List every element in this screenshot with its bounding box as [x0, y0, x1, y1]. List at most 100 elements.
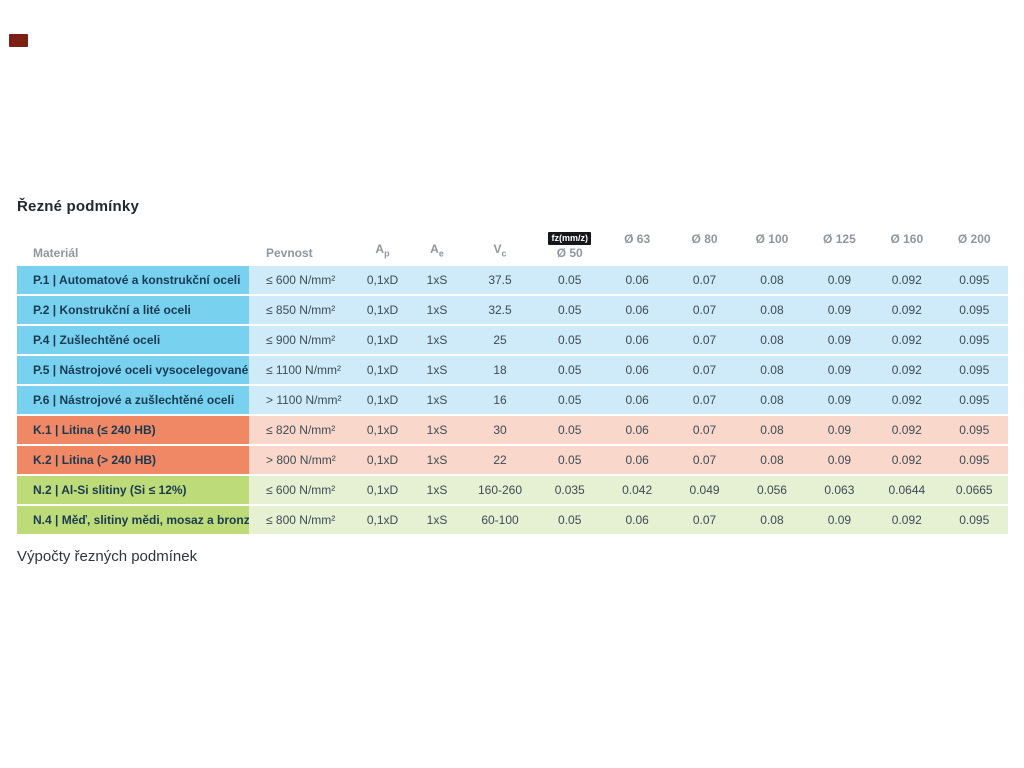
fz-value-cell: 0.06 [625, 333, 649, 347]
fz-value-cell: 0.06 [625, 303, 649, 317]
fz-value-cell: 0.095 [959, 513, 990, 527]
ae-cell: 1xS [426, 453, 448, 467]
table-row: K.1 | Litina (≤ 240 HB) ≤ 820 N/mm² 0,1x… [17, 416, 1008, 444]
fz-value-cell: 0.09 [827, 333, 852, 347]
col-header-d50: fz(mm/z) Ø 50 [536, 232, 603, 260]
ap-cell: 0,1xD [366, 363, 399, 377]
fz-value-cell: 0.06 [625, 453, 649, 467]
fz-value-cell: 0.092 [891, 303, 922, 317]
fz-value-cell: 0.095 [959, 423, 990, 437]
pevnost-cell: ≤ 900 N/mm² [266, 333, 336, 347]
vc-cell: 16 [493, 393, 507, 407]
fz-cells: 0.05 0.06 0.07 0.08 0.09 0.092 0.095 [536, 266, 1008, 294]
vc-cell: 60-100 [481, 513, 519, 527]
fz-value-cell: 0.092 [891, 363, 922, 377]
fz-value-cell: 0.095 [959, 303, 990, 317]
fz-value-cell: 0.09 [827, 453, 852, 467]
material-cell: P.1 | Automatové a konstrukční oceli [17, 266, 249, 294]
fz-value-cell: 0.07 [692, 363, 717, 377]
ap-cell: 0,1xD [366, 333, 399, 347]
table-body: P.1 | Automatové a konstrukční oceli ≤ 6… [17, 266, 1008, 534]
ae-cell: 1xS [426, 333, 448, 347]
ae-cell: 1xS [426, 273, 448, 287]
ae-cell: 1xS [426, 363, 448, 377]
table-row: P.2 | Konstrukční a lité oceli ≤ 850 N/m… [17, 296, 1008, 324]
fz-value-cell: 0.08 [760, 393, 784, 407]
vc-cell: 160-260 [477, 483, 523, 497]
d50-label: Ø 50 [556, 246, 583, 260]
fz-value-cell: 0.05 [558, 333, 582, 347]
table-row: P.1 | Automatové a konstrukční oceli ≤ 6… [17, 266, 1008, 294]
page: Řezné podmínky Materiál Pevnost Ap Ae Vc… [17, 198, 1008, 565]
fz-value-cell: 0.08 [760, 423, 784, 437]
col-header-d63: Ø 63 [624, 232, 651, 246]
fz-cells: 0.05 0.06 0.07 0.08 0.09 0.092 0.095 [536, 506, 1008, 534]
fz-cells: 0.05 0.06 0.07 0.08 0.09 0.092 0.095 [536, 356, 1008, 384]
material-cell: P.4 | Zušlechtěné oceli [17, 326, 249, 354]
col-header-pevnost: Pevnost [266, 246, 313, 260]
fz-value-cell: 0.07 [692, 453, 717, 467]
pevnost-cell: ≤ 820 N/mm² [266, 423, 336, 437]
fz-value-cell: 0.095 [959, 333, 990, 347]
ap-cell: 0,1xD [366, 303, 399, 317]
fz-cells: 0.05 0.06 0.07 0.08 0.09 0.092 0.095 [536, 386, 1008, 414]
table-row: N.2 | Al-Si slitiny (Si ≤ 12%) ≤ 600 N/m… [17, 476, 1008, 504]
fz-value-cell: 0.07 [692, 273, 717, 287]
fz-value-cell: 0.05 [558, 273, 582, 287]
material-cell: P.5 | Nástrojové oceli vysocelegované [17, 356, 249, 384]
ae-cell: 1xS [426, 303, 448, 317]
vc-label: V [493, 241, 502, 256]
fz-value-cell: 0.09 [827, 273, 852, 287]
table-row: N.4 | Měď, slitiny mědi, mosaz a bronz ≤… [17, 506, 1008, 534]
fz-value-cell: 0.095 [959, 273, 990, 287]
fz-value-cell: 0.09 [827, 393, 852, 407]
ap-cell: 0,1xD [366, 273, 399, 287]
fz-value-cell: 0.07 [692, 513, 717, 527]
material-cell: P.6 | Nástrojové a zušlechtěné oceli [17, 386, 249, 414]
calculations-heading: Výpočty řezných podmínek [17, 548, 198, 565]
ap-cell: 0,1xD [366, 453, 399, 467]
fz-value-cell: 0.07 [692, 393, 717, 407]
fz-cells: 0.05 0.06 0.07 0.08 0.09 0.092 0.095 [536, 446, 1008, 474]
ae-cell: 1xS [426, 393, 448, 407]
fz-value-cell: 0.092 [891, 423, 922, 437]
fz-value-cell: 0.08 [760, 303, 784, 317]
ap-label: A [375, 241, 385, 256]
table-row: P.5 | Nástrojové oceli vysocelegované ≤ … [17, 356, 1008, 384]
ae-cell: 1xS [426, 483, 448, 497]
material-cell: K.2 | Litina (> 240 HB) [17, 446, 249, 474]
col-header-d125: Ø 125 [823, 232, 856, 246]
fz-value-cell: 0.07 [692, 423, 717, 437]
fz-value-cell: 0.0644 [888, 483, 926, 497]
fz-value-cell: 0.05 [558, 393, 582, 407]
fz-value-cell: 0.08 [760, 333, 784, 347]
fz-value-cell: 0.05 [558, 453, 582, 467]
table-row: P.4 | Zušlechtěné oceli ≤ 900 N/mm² 0,1x… [17, 326, 1008, 354]
col-header-d160: Ø 160 [890, 232, 924, 246]
ap-cell: 0,1xD [366, 513, 399, 527]
material-cell: N.2 | Al-Si slitiny (Si ≤ 12%) [17, 476, 249, 504]
fz-value-cell: 0.095 [959, 363, 990, 377]
fz-value-cell: 0.07 [692, 303, 717, 317]
material-cell: K.1 | Litina (≤ 240 HB) [17, 416, 249, 444]
fz-header-group: fz(mm/z) Ø 50 Ø 63 Ø 80 Ø 100 Ø 125 Ø 16… [536, 232, 1008, 260]
fz-value-cell: 0.049 [689, 483, 720, 497]
fz-value-cell: 0.09 [827, 513, 852, 527]
fz-value-cell: 0.08 [760, 273, 784, 287]
fz-value-cell: 0.063 [824, 483, 855, 497]
red-logo-mark [9, 34, 28, 47]
fz-value-cell: 0.06 [625, 393, 649, 407]
ap-cell: 0,1xD [366, 423, 399, 437]
col-header-ap: Ap [355, 242, 410, 260]
pevnost-cell: ≤ 600 N/mm² [266, 273, 336, 287]
ae-label: A [430, 241, 439, 256]
ap-sub: p [384, 248, 390, 258]
fz-cells: 0.05 0.06 0.07 0.08 0.09 0.092 0.095 [536, 326, 1008, 354]
fz-value-cell: 0.0665 [955, 483, 993, 497]
fz-value-cell: 0.092 [891, 393, 922, 407]
fz-value-cell: 0.05 [558, 303, 582, 317]
vc-cell: 30 [493, 423, 507, 437]
ae-cell: 1xS [426, 513, 448, 527]
col-header-ae: Ae [410, 242, 464, 260]
fz-value-cell: 0.05 [558, 363, 582, 377]
